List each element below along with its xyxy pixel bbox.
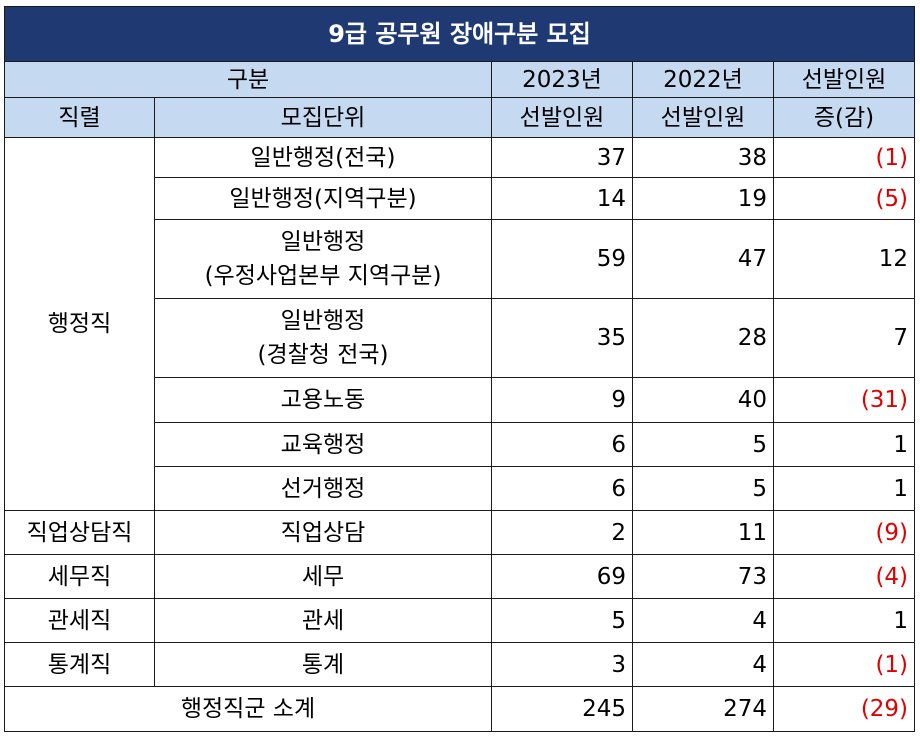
table-row: 직업상담직 직업상담 2 11 (9) bbox=[4, 510, 916, 555]
table-row: 통계직 통계 3 4 (1) bbox=[4, 642, 916, 687]
table-row: 세무직 세무 69 73 (4) bbox=[4, 554, 916, 599]
value-2022: 40 bbox=[632, 377, 774, 423]
header-year-2023: 2023년 bbox=[491, 61, 633, 98]
value-2022: 38 bbox=[632, 137, 774, 178]
header-selected-2022: 선발인원 bbox=[632, 97, 774, 138]
value-diff: 1 bbox=[772, 422, 916, 467]
header-category: 구분 bbox=[4, 61, 492, 98]
subtotal-2023: 245 bbox=[491, 686, 633, 732]
table-row: 고용노동 9 40 (31) bbox=[5, 377, 916, 423]
header-unit: 모집단위 bbox=[154, 97, 492, 138]
value-2023: 69 bbox=[491, 554, 633, 599]
header-diff-line2: 증(감) bbox=[772, 97, 916, 138]
subtotal-diff: (29) bbox=[772, 686, 916, 732]
header-series: 직렬 bbox=[4, 97, 155, 138]
header-diff-line1: 선발인원 bbox=[772, 61, 916, 98]
value-diff: (31) bbox=[772, 377, 916, 423]
unit-cell: 교육행정 bbox=[154, 422, 492, 467]
value-2022: 73 bbox=[632, 554, 774, 599]
group-series: 행정직 bbox=[4, 137, 155, 511]
value-diff: 1 bbox=[772, 598, 916, 643]
unit-cell: 세무 bbox=[154, 554, 492, 599]
value-2022: 47 bbox=[632, 219, 774, 299]
table-row: 행정직 일반행정(전국) 37 38 (1) bbox=[4, 137, 916, 511]
subtotal-row: 행정직군 소계 245 274 (29) bbox=[4, 686, 916, 732]
value-2023: 3 bbox=[491, 642, 633, 687]
series-cell: 직업상담직 bbox=[4, 510, 155, 555]
value-diff: (9) bbox=[772, 510, 916, 555]
unit-cell: 직업상담 bbox=[154, 510, 492, 555]
unit-line-1: 일반행정 bbox=[280, 229, 366, 255]
value-diff: 1 bbox=[772, 466, 916, 511]
value-2023: 35 bbox=[491, 298, 633, 378]
value-2022: 5 bbox=[632, 466, 774, 511]
header-year-2022: 2022년 bbox=[632, 61, 774, 98]
title-row: 9급 공무원 장애구분 모집 bbox=[3, 6, 916, 62]
value-diff: 7 bbox=[772, 298, 916, 378]
value-2022: 5 bbox=[632, 422, 774, 467]
value-diff: (1) bbox=[772, 137, 916, 178]
header-row-2: 직렬 모집단위 선발인원 선발인원 증(감) bbox=[4, 97, 916, 138]
series-cell: 통계직 bbox=[4, 642, 155, 687]
unit-cell: 일반행정 (경찰청 전국) bbox=[154, 298, 492, 378]
unit-cell: 일반행정(전국) bbox=[154, 137, 492, 178]
value-2023: 6 bbox=[491, 466, 633, 511]
unit-cell: 일반행정(지역구분) bbox=[154, 177, 492, 220]
value-2022: 28 bbox=[632, 298, 774, 378]
unit-cell: 고용노동 bbox=[154, 377, 492, 423]
unit-cell: 일반행정 (우정사업본부 지역구분) bbox=[154, 219, 492, 299]
subtotal-2022: 274 bbox=[632, 686, 774, 732]
value-2023: 9 bbox=[491, 377, 633, 423]
table-row: 선거행정 6 5 1 bbox=[5, 466, 916, 511]
unit-line-1: 일반행정 bbox=[280, 308, 366, 334]
series-cell: 세무직 bbox=[4, 554, 155, 599]
series-cell: 관세직 bbox=[4, 598, 155, 643]
unit-cell: 관세 bbox=[154, 598, 492, 643]
table-row: 일반행정 (우정사업본부 지역구분) 59 47 12 bbox=[5, 219, 916, 299]
value-diff: (5) bbox=[772, 177, 916, 220]
header-row-1: 구분 2023년 2022년 선발인원 bbox=[4, 61, 916, 98]
value-2023: 5 bbox=[491, 598, 633, 643]
value-2022: 4 bbox=[632, 598, 774, 643]
value-2023: 2 bbox=[491, 510, 633, 555]
value-2022: 11 bbox=[632, 510, 774, 555]
recruitment-table: 9급 공무원 장애구분 모집 구분 2023년 2022년 선발인원 직렬 모집… bbox=[3, 6, 916, 732]
value-diff: (4) bbox=[772, 554, 916, 599]
unit-cell: 선거행정 bbox=[154, 466, 492, 511]
table-row: 관세직 관세 5 4 1 bbox=[4, 598, 916, 643]
value-2022: 4 bbox=[632, 642, 774, 687]
unit-cell: 통계 bbox=[154, 642, 492, 687]
value-2023: 59 bbox=[491, 219, 633, 299]
unit-line-2: (우정사업본부 지역구분) bbox=[204, 263, 442, 289]
value-2023: 37 bbox=[491, 137, 633, 178]
table-row: 일반행정 (경찰청 전국) 35 28 7 bbox=[5, 298, 916, 378]
value-2023: 14 bbox=[491, 177, 633, 220]
value-diff: 12 bbox=[772, 219, 916, 299]
subtotal-label: 행정직군 소계 bbox=[4, 686, 492, 732]
header-selected-2023: 선발인원 bbox=[491, 97, 633, 138]
unit-line-2: (경찰청 전국) bbox=[257, 342, 389, 368]
value-2022: 19 bbox=[632, 177, 774, 220]
table-title: 9급 공무원 장애구분 모집 bbox=[3, 6, 916, 62]
value-diff: (1) bbox=[772, 642, 916, 687]
value-2023: 6 bbox=[491, 422, 633, 467]
